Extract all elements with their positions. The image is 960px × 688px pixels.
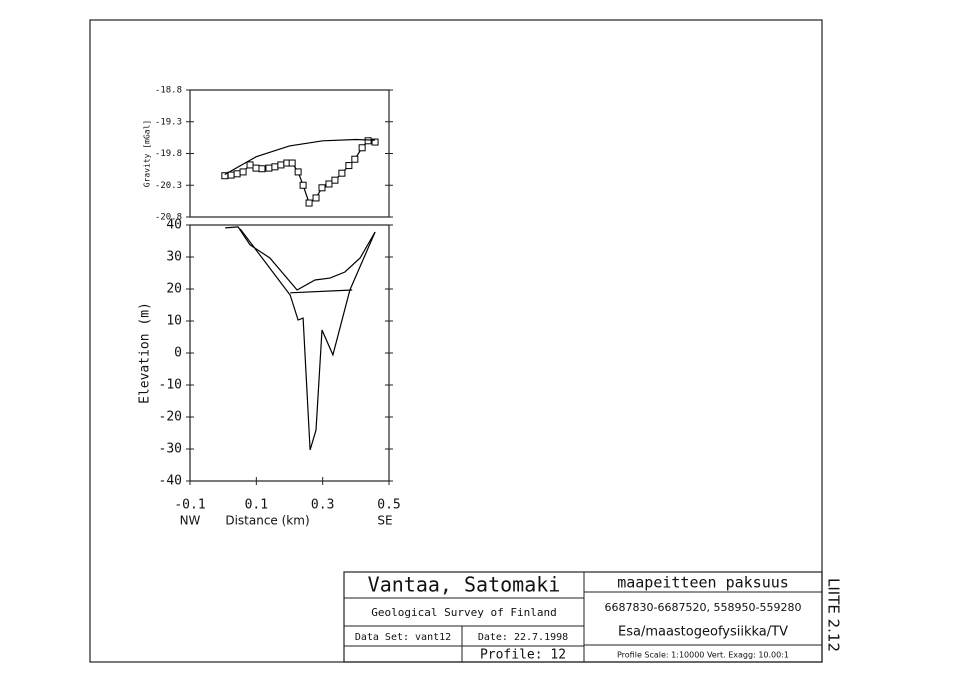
x-tick-label: -0.1 (174, 498, 205, 513)
data-set: Data Set: vant12 (355, 632, 451, 643)
marker (252, 164, 260, 172)
y-tick-label: 10 (166, 314, 182, 329)
x-tick-label: 0.5 (377, 498, 400, 513)
y-tick-label: 0 (174, 346, 182, 361)
scale: Profile Scale: 1:10000 Vert. Exagg: 10.0… (617, 651, 789, 660)
marker (325, 180, 333, 188)
data-line (224, 138, 376, 176)
x-tick-label: 0.3 (311, 498, 334, 513)
y-tick-label: 40 (166, 218, 182, 233)
y-tick-label: -40 (159, 474, 182, 489)
marker (371, 138, 379, 146)
place: Vantaa, Satomaki (368, 573, 561, 597)
y-tick-label: -10 (159, 378, 182, 393)
marker (239, 168, 247, 176)
data-line (290, 289, 353, 294)
marker (299, 181, 307, 189)
marker (358, 144, 366, 152)
y-tick-label: -19.3 (155, 117, 182, 127)
y-tick-label: -20.8 (155, 213, 182, 223)
y-tick-label: -20 (159, 410, 182, 425)
marker (331, 176, 339, 184)
x-end-label: NW (180, 514, 201, 528)
date: Date: 22.7.1998 (478, 632, 568, 643)
y-tick-label: 20 (166, 282, 182, 297)
y-tick-label: -19.8 (155, 149, 182, 159)
y-tick-label: -30 (159, 442, 182, 457)
marker (345, 162, 353, 170)
x-axis-label: Distance (km) (225, 514, 309, 528)
marker (288, 159, 296, 167)
marker (305, 199, 313, 207)
marker (265, 164, 273, 172)
title-block: Vantaa, Satomaki Geological Survey of Fi… (343, 571, 843, 663)
marker (227, 171, 235, 179)
marker (351, 155, 359, 163)
marker (364, 137, 372, 145)
organisation: Geological Survey of Finland (371, 606, 556, 619)
marker (318, 184, 326, 192)
y-axis-label: Gravity [mGal] (143, 120, 152, 187)
y-tick-label: -20.3 (155, 181, 182, 191)
data-line (225, 226, 376, 291)
x-end-label: SE (377, 514, 392, 528)
profile: Profile: 12 (480, 648, 566, 663)
coordinates: 6687830-6687520, 558950-559280 (605, 601, 802, 614)
title-block-frame (343, 571, 823, 663)
marker (271, 163, 279, 171)
subject: maapeitteen paksuus (617, 574, 789, 592)
y-tick-label: -18.8 (155, 86, 182, 96)
y-tick-label: 30 (166, 250, 182, 265)
data-line (239, 228, 376, 451)
marker (246, 161, 254, 169)
marker (294, 168, 302, 176)
marker (312, 194, 320, 202)
appendix: LIITE 2.12 (825, 578, 843, 652)
marker (277, 161, 285, 169)
marker (233, 170, 241, 178)
marker (258, 165, 266, 173)
x-tick-label: 0.1 (245, 498, 268, 513)
marker (338, 169, 346, 177)
y-axis-label: Elevation (m) (138, 302, 153, 404)
author: Esa/maastogeofysiikka/TV (618, 625, 788, 640)
